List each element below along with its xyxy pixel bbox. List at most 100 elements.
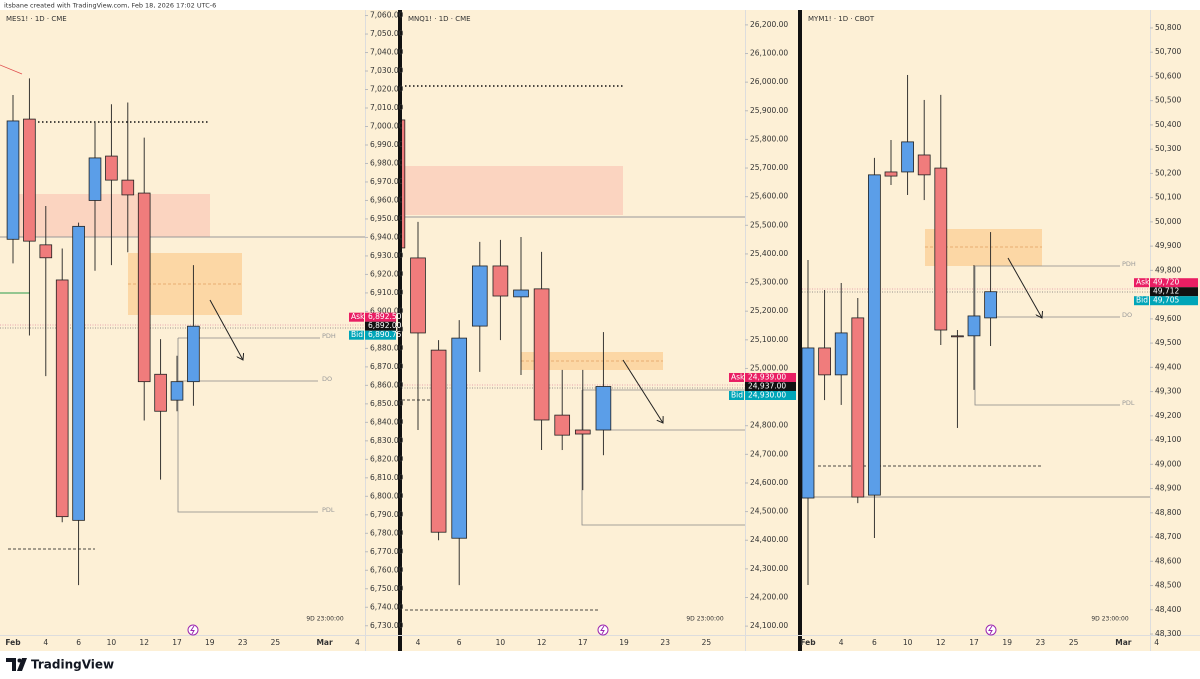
candle-body bbox=[39, 244, 53, 259]
x-tick-label: 10 bbox=[903, 638, 913, 647]
y-tick-label: 50,800 bbox=[1155, 23, 1181, 32]
y-tick-label: 49,200 bbox=[1155, 411, 1181, 420]
y-tick-label: 25,300.00 bbox=[750, 278, 788, 287]
y-tick-label: 6,860.00 bbox=[370, 380, 404, 389]
y-tick-label: 6,990.00 bbox=[370, 140, 404, 149]
countdown: 9D 23:00:00 bbox=[1091, 616, 1128, 623]
x-tick-label: 25 bbox=[1069, 638, 1079, 647]
y-tick-label: 25,400.00 bbox=[750, 249, 788, 258]
bid-label: 6,890.75 bbox=[368, 330, 402, 339]
replay-icon[interactable] bbox=[597, 624, 609, 636]
x-tick-label: 12 bbox=[537, 638, 547, 647]
arrow bbox=[209, 299, 243, 360]
candles bbox=[402, 119, 612, 586]
ask-box bbox=[1150, 278, 1198, 288]
panel-separator bbox=[398, 10, 402, 651]
y-tick-label: 25,000.00 bbox=[750, 363, 788, 372]
bid-tag bbox=[1134, 296, 1149, 306]
y-tick-label: 49,100 bbox=[1155, 435, 1181, 444]
ask-tag bbox=[729, 372, 744, 382]
y-tick-label: 26,000.00 bbox=[750, 77, 788, 86]
arrow bbox=[622, 359, 663, 423]
bid-label: 24,930.00 bbox=[748, 390, 786, 399]
y-tick-label: 6,800.00 bbox=[370, 491, 404, 500]
y-tick-label: 24,200.00 bbox=[750, 592, 788, 601]
candle-body bbox=[88, 157, 102, 201]
y-tick-label: 26,200.00 bbox=[750, 20, 788, 29]
y-tick-label: 6,730.00 bbox=[370, 621, 404, 630]
x-tick-label: 12 bbox=[936, 638, 946, 647]
y-tick-label: 6,970.00 bbox=[370, 177, 404, 186]
ask-tag-label: Ask bbox=[1136, 278, 1150, 287]
x-tick-label: 17 bbox=[172, 638, 182, 647]
y-tick-label: 6,910.00 bbox=[370, 288, 404, 297]
candle-body bbox=[23, 118, 36, 242]
y-tick-label: 48,900 bbox=[1155, 484, 1181, 493]
bid-label: 49,705 bbox=[1153, 296, 1179, 305]
y-tick-label: 24,100.00 bbox=[750, 621, 788, 630]
level-line bbox=[974, 266, 1120, 406]
y-tick-label: 6,850.00 bbox=[370, 399, 404, 408]
candle-body bbox=[72, 225, 85, 521]
y-tick-label: 49,400 bbox=[1155, 362, 1181, 371]
y-tick-label: 49,600 bbox=[1155, 314, 1181, 323]
candle-body bbox=[934, 167, 948, 331]
countdown: 9D 23:00:00 bbox=[306, 616, 343, 623]
level-line bbox=[0, 64, 23, 75]
y-tick-label: 48,700 bbox=[1155, 532, 1181, 541]
candle-body bbox=[984, 291, 997, 319]
level-line bbox=[581, 390, 745, 526]
x-tick-label: 19 bbox=[1002, 638, 1012, 647]
chart-title: MYM1! · 1D · CBOT bbox=[808, 15, 875, 23]
y-tick-label: 6,940.00 bbox=[370, 232, 404, 241]
y-tick-label: 6,760.00 bbox=[370, 565, 404, 574]
candle-body bbox=[430, 349, 447, 533]
y-tick-label: 6,750.00 bbox=[370, 584, 404, 593]
replay-icon[interactable] bbox=[985, 624, 997, 636]
y-tick-label: 50,100 bbox=[1155, 193, 1181, 202]
candle-body bbox=[868, 174, 881, 496]
y-tick-label: 25,900.00 bbox=[750, 106, 788, 115]
level-label: PDL bbox=[1122, 399, 1135, 407]
bid-box bbox=[365, 330, 396, 340]
last-box bbox=[365, 321, 396, 331]
last-label: 49,712 bbox=[1153, 287, 1179, 296]
chart-background bbox=[0, 10, 1200, 651]
y-tick-label: 25,600.00 bbox=[750, 192, 788, 201]
x-tick-label: 4 bbox=[43, 638, 48, 647]
x-tick-label: 19 bbox=[205, 638, 215, 647]
level-label: PDL bbox=[322, 506, 335, 514]
y-tick-label: 6,870.00 bbox=[370, 362, 404, 371]
x-tick-label: 17 bbox=[578, 638, 588, 647]
y-tick-label: 50,500 bbox=[1155, 96, 1181, 105]
candle-body bbox=[170, 381, 184, 401]
y-tick-label: 6,980.00 bbox=[370, 158, 404, 167]
replay-icon[interactable] bbox=[187, 624, 199, 636]
y-tick-label: 25,200.00 bbox=[750, 306, 788, 315]
ask-tag bbox=[349, 312, 364, 322]
ask-box bbox=[745, 372, 796, 382]
y-tick-label: 48,300 bbox=[1155, 629, 1181, 638]
bid-tag-label: Bid bbox=[731, 390, 743, 399]
ask-tag bbox=[1134, 278, 1149, 288]
x-tick-label: Mar bbox=[316, 638, 333, 647]
y-tick-label: 24,400.00 bbox=[750, 535, 788, 544]
x-tick-label: 6 bbox=[872, 638, 877, 647]
y-tick-label: 7,030.00 bbox=[370, 66, 404, 75]
bid-tag-label: Bid bbox=[351, 330, 363, 339]
panel-separator bbox=[798, 10, 802, 651]
y-tick-label: 50,300 bbox=[1155, 144, 1181, 153]
candle-body bbox=[451, 337, 468, 539]
candle-body bbox=[901, 141, 914, 173]
y-tick-label: 49,000 bbox=[1155, 459, 1181, 468]
candle-body bbox=[154, 373, 167, 412]
last-label: 24,937.00 bbox=[748, 381, 786, 390]
x-tick-label: 12 bbox=[139, 638, 149, 647]
y-tick-label: 24,500.00 bbox=[750, 507, 788, 516]
y-tick-label: 7,050.00 bbox=[370, 29, 404, 38]
ask-box bbox=[365, 312, 396, 322]
y-tick-label: 6,960.00 bbox=[370, 195, 404, 204]
x-tick-label: 6 bbox=[457, 638, 462, 647]
candle-body bbox=[595, 386, 612, 431]
level-label: DO bbox=[322, 375, 332, 383]
